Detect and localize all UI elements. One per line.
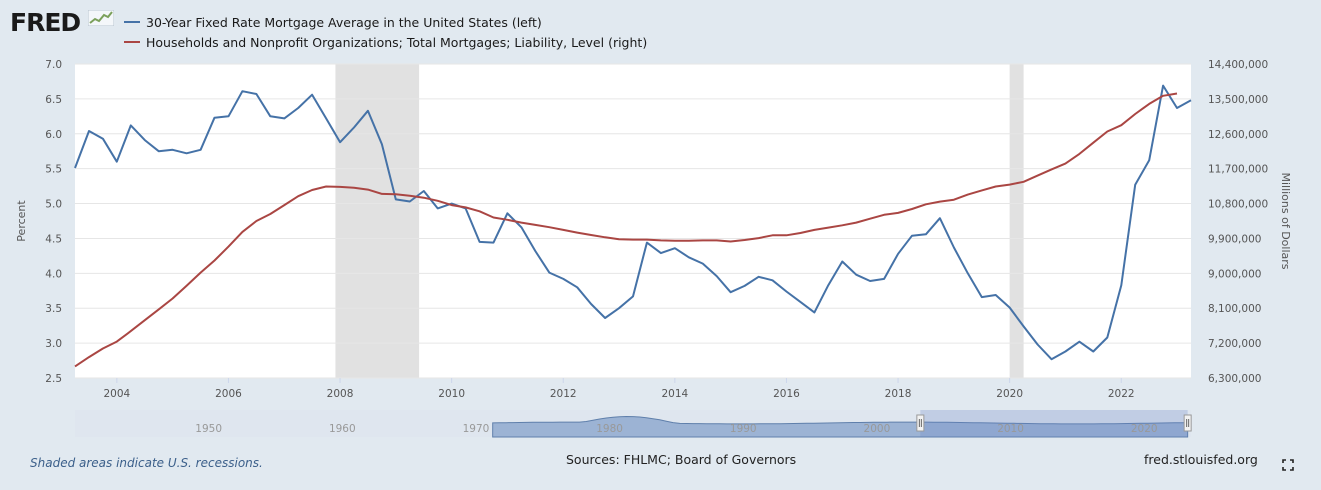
sources-text: Sources: FHLMC; Board of Governors xyxy=(566,452,797,467)
legend-label-right: Households and Nonprofit Organizations; … xyxy=(146,34,648,50)
x-tick-label: 2012 xyxy=(550,388,577,400)
y-axis-title-right: Millions of Dollars xyxy=(1279,172,1292,269)
x-tick-label: 2018 xyxy=(885,388,912,400)
legend-label-left: 30-Year Fixed Rate Mortgage Average in t… xyxy=(146,14,542,30)
plot-area xyxy=(75,64,1191,378)
navigator-tick-label: 2020 xyxy=(1131,423,1158,435)
navigator-series xyxy=(492,415,1189,438)
recession-band xyxy=(335,64,420,378)
navigator-handle[interactable] xyxy=(1183,414,1192,432)
navigator-tick-label: 1990 xyxy=(730,423,757,435)
series-line-total-mortgages[interactable] xyxy=(74,92,1178,368)
legend-swatch-right xyxy=(124,41,140,43)
navigator-tick-label: 2010 xyxy=(997,423,1024,435)
y-tick-label-left: 5.5 xyxy=(45,164,62,176)
legend-item-left-series[interactable]: 30-Year Fixed Rate Mortgage Average in t… xyxy=(124,12,647,32)
y-tick-label-left: 3.5 xyxy=(45,303,62,315)
y-tick-label-left: 6.5 xyxy=(45,94,62,106)
fred-logo-graph-icon xyxy=(88,10,114,26)
y-tick-label-left: 6.0 xyxy=(45,129,62,141)
x-tick-label: 2008 xyxy=(327,388,354,400)
y-tick-label-right: 7,200,000 xyxy=(1208,338,1261,350)
x-tick-label: 2010 xyxy=(438,388,465,400)
navigator-handle[interactable] xyxy=(916,414,925,432)
navigator-selection[interactable] xyxy=(920,410,1188,437)
y-axis-title-left: Percent xyxy=(15,200,28,242)
y-tick-label-right: 8,100,000 xyxy=(1208,303,1261,315)
navigator-tick-label: 1950 xyxy=(195,423,222,435)
y-tick-label-left: 5.0 xyxy=(45,199,62,211)
y-tick-label-right: 10,800,000 xyxy=(1208,199,1268,211)
legend-item-right-series[interactable]: Households and Nonprofit Organizations; … xyxy=(124,32,647,52)
recession-band xyxy=(1009,64,1024,378)
y-tick-label-right: 13,500,000 xyxy=(1208,94,1268,106)
x-tick-label: 2014 xyxy=(661,388,688,400)
series-line-mortgage-rate[interactable] xyxy=(74,84,1192,361)
x-tick-label: 2020 xyxy=(996,388,1023,400)
x-tick-label: 2006 xyxy=(215,388,242,400)
x-tick-label: 2004 xyxy=(103,388,130,400)
y-tick-label-right: 9,000,000 xyxy=(1208,268,1261,280)
y-tick-label-left: 2.5 xyxy=(45,373,62,385)
chart-legend: 30-Year Fixed Rate Mortgage Average in t… xyxy=(124,12,647,52)
fred-logo[interactable]: FRED xyxy=(10,8,81,37)
navigator-tick-label: 1970 xyxy=(463,423,490,435)
navigator-tick-label: 1960 xyxy=(329,423,356,435)
legend-swatch-left xyxy=(124,21,140,23)
y-tick-label-left: 3.0 xyxy=(45,338,62,350)
y-tick-label-left: 7.0 xyxy=(45,59,62,71)
y-tick-label-left: 4.5 xyxy=(45,233,62,245)
x-tick-label: 2022 xyxy=(1108,388,1135,400)
y-tick-label-right: 12,600,000 xyxy=(1208,129,1268,141)
y-tick-label-right: 14,400,000 xyxy=(1208,59,1268,71)
x-tick-label: 2016 xyxy=(773,388,800,400)
navigator-tick-label: 2000 xyxy=(864,423,891,435)
recession-note: Shaded areas indicate U.S. recessions. xyxy=(30,456,263,470)
y-tick-label-right: 6,300,000 xyxy=(1208,373,1261,385)
site-link[interactable]: fred.stlouisfed.org xyxy=(1144,452,1258,467)
y-tick-label-right: 11,700,000 xyxy=(1208,164,1268,176)
navigator-tick-label: 1980 xyxy=(596,423,623,435)
fullscreen-icon[interactable] xyxy=(1282,459,1294,471)
y-tick-label-right: 9,900,000 xyxy=(1208,233,1261,245)
y-tick-label-left: 4.0 xyxy=(45,268,62,280)
